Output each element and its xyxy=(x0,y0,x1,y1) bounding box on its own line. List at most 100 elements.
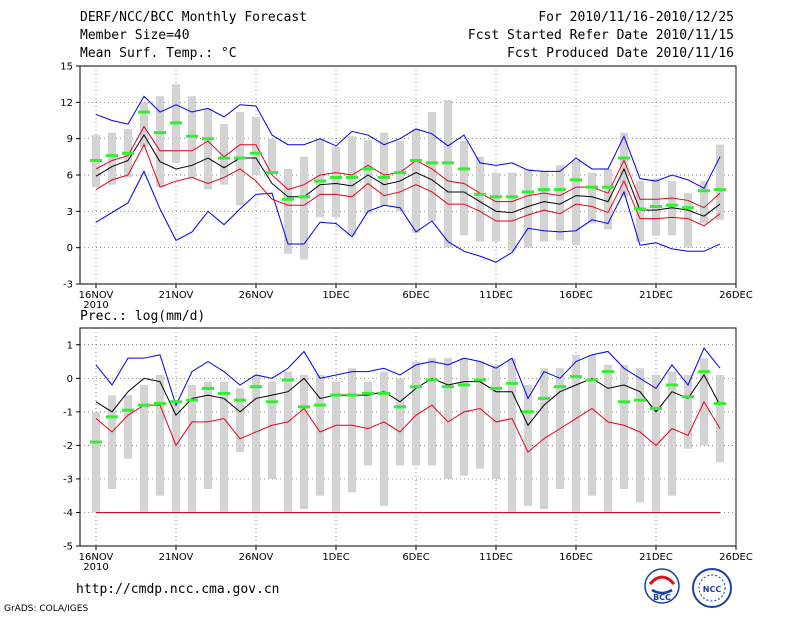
prec-xtick-label: 26NOV xyxy=(239,552,274,563)
temp-spread-bar xyxy=(396,141,404,212)
temp-spread-bar xyxy=(380,132,388,206)
temp-spread-bar xyxy=(284,168,292,254)
prec-ytick-label: -4 xyxy=(63,508,73,519)
prec-spread-bar xyxy=(620,364,628,489)
temp-xtick-label: 1DEC xyxy=(322,290,349,301)
prec-spread-bar xyxy=(716,374,724,463)
temp-spread-bar xyxy=(620,132,628,197)
prec-spread-bar xyxy=(380,371,388,506)
prec-x-year: 2010 xyxy=(83,562,108,573)
temp-spread-bar xyxy=(316,138,324,218)
temp-upper-line xyxy=(95,125,721,209)
prec-spread-bar xyxy=(140,385,148,513)
prec-spread-bar xyxy=(172,401,180,513)
temp-spread-bar xyxy=(156,96,164,188)
member-size: Member Size=40 xyxy=(80,28,190,43)
prec-spread-bar xyxy=(268,381,276,479)
prec-spread-bar xyxy=(204,381,212,489)
url-text[interactable]: http://cmdp.ncc.cma.gov.cn xyxy=(76,582,280,597)
temp-xtick-label: 11DEC xyxy=(479,290,513,301)
temp-spread-bar xyxy=(508,172,516,252)
prec-mean-line xyxy=(95,373,721,427)
prec-ytick-label: -5 xyxy=(63,542,73,553)
prec-spread-bar xyxy=(108,395,116,489)
prec-xtick-label: 11DEC xyxy=(479,552,513,563)
temp-spread-bar xyxy=(220,124,228,185)
prec-max-line xyxy=(95,347,721,407)
temp-xtick-label: 6DEC xyxy=(402,290,429,301)
started-refer-date: Fcst Started Refer Date 2010/11/15 xyxy=(467,28,734,43)
temp-ytick-label: 12 xyxy=(60,98,73,109)
temp-spread-bar xyxy=(204,108,212,190)
temp-x-year: 2010 xyxy=(83,300,108,311)
precip-label: Prec.: log(mm/d) xyxy=(80,309,206,324)
prec-spread-bar xyxy=(188,385,196,513)
header-left: DERF/NCC/BCC Monthly Forecast Member Size… xyxy=(80,9,307,63)
temp-spread-bar xyxy=(604,168,612,230)
prec-spread-bar xyxy=(428,358,436,466)
prec-lower-line xyxy=(95,400,721,453)
temp-xtick-label: 26DEC xyxy=(719,290,753,301)
grads-credit: GrADS: COLA/IGES xyxy=(4,604,89,614)
prec-xtick-label: 21DEC xyxy=(639,552,673,563)
prec-spread-bar xyxy=(156,374,164,496)
temp-spread-bar xyxy=(476,156,484,242)
temp-spread-bar xyxy=(668,181,676,236)
prec-spread-bar xyxy=(652,374,660,513)
prec-spread-bar xyxy=(92,411,100,513)
precipitation-chart: 1 0 -1 -2 -3 -4 -5 16NOV 21NOV 26NOV 1DEC 6DEC 11DEC… xyxy=(63,327,753,573)
logos: BCC NCC xyxy=(644,568,732,608)
prec-ytick-label: -3 xyxy=(63,474,73,485)
temp-xtick-label: 16DEC xyxy=(559,290,593,301)
temp-spread-bar xyxy=(460,141,468,236)
prec-spread-bar xyxy=(476,361,484,469)
prec-spread-bar xyxy=(508,358,516,513)
produced-date: Fcst Produced Date 2010/11/16 xyxy=(507,46,734,61)
prec-ytick-label: 1 xyxy=(67,340,73,351)
temp-spread-bar xyxy=(108,132,116,185)
prec-xtick-label: 1DEC xyxy=(322,552,349,563)
prec-spread-bar xyxy=(332,381,340,513)
prec-spread-bar xyxy=(348,368,356,493)
prec-xtick-label: 21NOV xyxy=(159,552,194,563)
temp-ytick-label: 9 xyxy=(67,134,73,145)
prec-spread-bar xyxy=(300,374,308,510)
temp-spread-bar xyxy=(716,144,724,220)
variable-label: Mean Surf. Temp.: °C xyxy=(80,46,237,61)
prec-spread-bar xyxy=(604,364,612,513)
prec-spread-bar xyxy=(444,358,452,479)
temp-spread-bar xyxy=(364,139,372,214)
prec-xtick-label: 16DEC xyxy=(559,552,593,563)
prec-spread-bar xyxy=(668,371,676,496)
prec-spread-bar xyxy=(636,368,644,503)
temp-spread-bar xyxy=(252,116,260,175)
temp-spread-bar xyxy=(684,193,692,248)
prec-ytick-label: 0 xyxy=(67,374,73,385)
prec-spread-bar xyxy=(220,381,228,513)
temp-spread-bar xyxy=(556,165,564,241)
prec-spread-bar xyxy=(284,371,292,513)
bcc-logo-text: BCC xyxy=(653,593,671,602)
temp-spread-bar xyxy=(300,156,308,260)
temp-spread-bar xyxy=(268,138,276,173)
prec-spread-bar xyxy=(572,354,580,513)
temp-xtick-label: 16NOV xyxy=(79,290,114,301)
temp-spread-bar xyxy=(140,102,148,148)
temp-xtick-label: 26NOV xyxy=(239,290,274,301)
temp-spread-bar xyxy=(412,128,420,234)
temp-xtick-label: 21DEC xyxy=(639,290,673,301)
prec-spread-bar xyxy=(124,395,132,459)
temp-xtick-label: 21NOV xyxy=(159,290,194,301)
prec-spread-bar xyxy=(252,374,260,513)
ncc-logo: NCC xyxy=(692,568,732,608)
temp-spread-bar xyxy=(540,171,548,242)
temp-spread-bar xyxy=(572,160,580,246)
temp-ytick-label: 6 xyxy=(67,171,73,182)
title: DERF/NCC/BCC Monthly Forecast xyxy=(80,10,307,25)
temp-spread-bar xyxy=(588,172,596,224)
prec-spread-bar xyxy=(364,381,372,466)
prec-spread-bar xyxy=(524,385,532,506)
temp-ytick-label: 15 xyxy=(60,62,73,73)
prec-spread-bar xyxy=(316,374,324,496)
